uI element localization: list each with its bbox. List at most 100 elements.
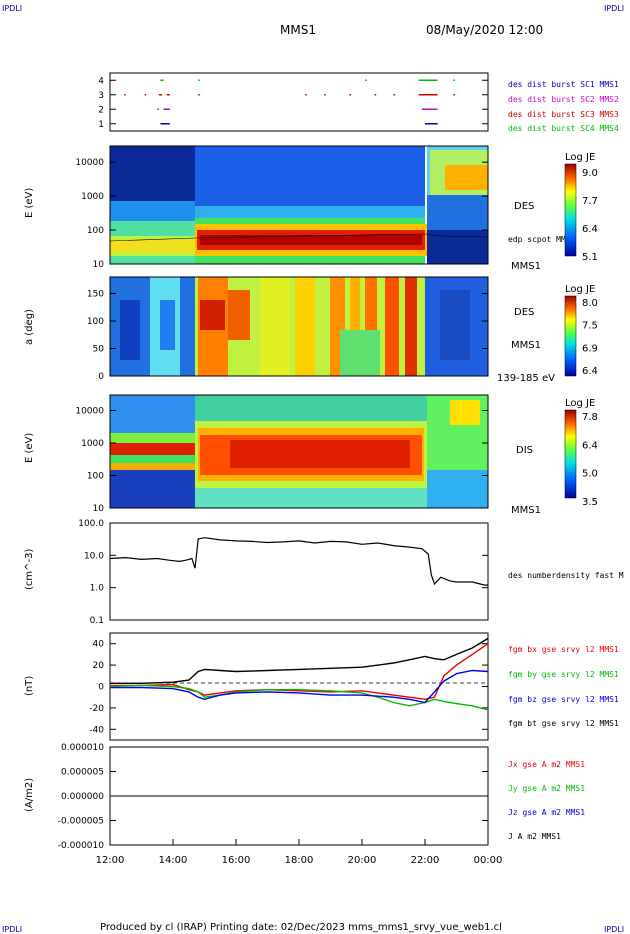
magnetic-field-y-tick-label-0: -40 [89, 725, 104, 735]
magnetic-field-panel: -40 -20 0 20 40 (nT) fgm bx gse srvy l2 MMS1… [24, 632, 619, 741]
current-density-ylabel: (A/m2) [24, 778, 35, 812]
dis-energy-sc-label: MMS1 [511, 505, 541, 516]
burst-intervals [124, 79, 455, 125]
des-pitch-cbar-tick-1: 7.5 [582, 321, 598, 332]
density-y-tick-label-2: 10.0 [84, 551, 104, 561]
magnetic-field-line-1 [110, 684, 488, 711]
des-pitch-colorbar [564, 295, 577, 377]
des-pitch-sc-label: MMS1 [511, 340, 541, 351]
current-density-y-tick-label-1: -0.000005 [58, 817, 104, 827]
current-density-y-tick-label-3: 0.000005 [61, 768, 104, 778]
current-density-y-tick-label-2: 0.000000 [61, 792, 104, 802]
des-energy-y-tick-label-3: 10000 [75, 158, 104, 168]
density-y-tick-label-3: 100.0 [78, 519, 104, 529]
density-line-0 [110, 537, 488, 586]
dis-energy-cbar-tick-0: 7.8 [582, 412, 598, 423]
legend-bx: fgm bx gse srvy l2 MMS1 [508, 645, 619, 654]
des-pitch-y-ticks: 0 50 100 150 [87, 290, 488, 382]
legend-burst-sc4: des dist burst SC4 MMS4 [508, 124, 619, 133]
des-energy-ylabel: E (eV) [24, 188, 35, 218]
scpot-label: edp scpot MMS1 [508, 235, 576, 244]
density-y-ticks: 0.1 1.0 10.0 100.0 [78, 519, 488, 626]
density-y-tick-label-1: 1.0 [90, 584, 105, 594]
des-pitch-y-tick-label-3: 150 [87, 290, 104, 300]
des-pitch-energy-range: 139-185 eV [497, 373, 555, 384]
current-density-y-ticks: -0.000010 -0.000005 0.000000 0.000005 0.0000… [58, 743, 488, 851]
des-energy-y-tick-label-1: 100 [87, 226, 104, 236]
dis-energy-cbar-ticks: 7.8 6.4 5.0 3.5 [582, 412, 598, 508]
dis-energy-ylabel: E (eV) [24, 433, 35, 463]
legend-burst-sc3: des dist burst SC3 MMS3 [508, 110, 619, 119]
magnetic-field-line-0 [110, 643, 488, 701]
des-energy-label: DES [514, 201, 534, 212]
des-pitch-cbar-tick-0: 8.0 [582, 298, 598, 309]
dis-energy-label: DIS [516, 445, 533, 456]
dis-energy-cbar-title: Log JE [565, 398, 595, 409]
legend-bz: fgm bz gse srvy l2 MMS1 [508, 695, 619, 704]
burst-y-tick-label-1: 2 [98, 105, 104, 115]
des-pitch-y-tick-label-1: 50 [93, 345, 105, 355]
des-energy-y-tick-label-0: 10 [93, 260, 105, 270]
des-pitch-frame [109, 276, 489, 377]
time-tick-label-4: 20:00 [348, 855, 377, 866]
current-density-y-tick-label-4: 0.000010 [61, 743, 104, 753]
burst-y-ticks: 1 2 3 4 [98, 76, 488, 130]
des-pitch-spectrogram [110, 277, 488, 376]
des-energy-cbar-ticks: 9.0 7.7 6.4 5.1 [582, 168, 598, 263]
des-energy-frame [109, 145, 489, 265]
magnetic-field-y-tick-label-1: -20 [89, 704, 104, 714]
dis-energy-y-tick-label-2: 1000 [81, 439, 104, 449]
des-energy-spectrogram [109, 146, 489, 264]
current-density-y-tick-label-0: -0.000010 [58, 841, 104, 851]
current-density-panel: -0.000010 -0.000005 0.000000 0.000005 0.0000… [24, 743, 585, 851]
legend-bt: fgm bt gse srvy l2 MMS1 [508, 719, 619, 728]
des-energy-y-tick-label-2: 1000 [81, 192, 104, 202]
des-energy-colorbar [564, 163, 577, 257]
dis-energy-cbar-tick-3: 3.5 [582, 497, 598, 508]
time-axis: 12:00 14:00 16:00 18:00 20:00 22:00 00:00 [96, 839, 503, 866]
legend-jz: Jz gse A m2 MMS1 [508, 808, 585, 817]
des-pitch-cbar-tick-2: 6.9 [582, 343, 598, 354]
des-energy-cbar-title: Log JE [565, 152, 595, 163]
time-tick-label-5: 22:00 [411, 855, 440, 866]
time-tick-label-0: 12:00 [96, 855, 125, 866]
dis-energy-cbar-tick-1: 6.4 [582, 440, 598, 451]
legend-jx: Jx gse A m2 MMS1 [508, 760, 585, 769]
des-pitch-ylabel: a (deg) [24, 309, 35, 345]
time-tick-label-3: 18:00 [285, 855, 314, 866]
des-pitch-panel: 0 50 100 150 a (deg) DES MMS1 139-185 eV Lo… [24, 276, 598, 384]
dis-energy-spectrogram [110, 395, 488, 508]
burst-y-tick-label-0: 1 [98, 120, 104, 130]
burst-y-tick-label-2: 3 [98, 91, 104, 101]
des-energy-cbar-tick-2: 6.4 [582, 224, 598, 235]
datetime-title: 08/May/2020 12:00 [426, 23, 543, 37]
des-pitch-y-tick-label-0: 0 [98, 372, 104, 382]
dis-energy-y-tick-label-1: 100 [87, 472, 104, 482]
dis-energy-y-ticks: 10 100 1000 10000 [75, 407, 488, 514]
des-energy-sc-label: MMS1 [511, 261, 541, 272]
des-pitch-cbar-tick-3: 6.4 [582, 366, 598, 377]
des-energy-cbar-tick-3: 5.1 [582, 252, 598, 263]
des-energy-cbar-tick-0: 9.0 [582, 168, 598, 179]
corner-label-bottom-left: IPDLI [2, 925, 22, 934]
des-pitch-cbar-ticks: 8.0 7.5 6.9 6.4 [582, 298, 598, 377]
magnetic-field-line-3 [110, 637, 488, 684]
legend-burst-sc2: des dist burst SC2 MMS2 [508, 95, 619, 104]
corner-label-top-right: IPDLI [604, 4, 624, 13]
des-energy-y-ticks: 10 100 1000 10000 [75, 158, 488, 270]
time-tick-label-1: 14:00 [159, 855, 188, 866]
time-tick-label-6: 00:00 [474, 855, 503, 866]
dis-energy-y-tick-label-0: 10 [93, 504, 105, 514]
magnetic-field-y-tick-label-2: 0 [98, 683, 104, 693]
corner-label-bottom-right: IPDLI [604, 925, 624, 934]
dis-energy-cbar-tick-2: 5.0 [582, 469, 598, 480]
burst-panel-frame [109, 72, 489, 132]
legend-density: des numberdensity fast M [508, 571, 624, 580]
footer-credits: Produced by cl (IRAP) Printing date: 02/… [100, 922, 502, 933]
des-pitch-y-tick-label-2: 100 [87, 317, 104, 327]
magnetic-field-ylabel: (nT) [24, 676, 35, 696]
legend-burst-sc1: des dist burst SC1 MMS1 [508, 80, 619, 89]
density-lines [110, 537, 488, 586]
dis-energy-colorbar [564, 409, 577, 499]
